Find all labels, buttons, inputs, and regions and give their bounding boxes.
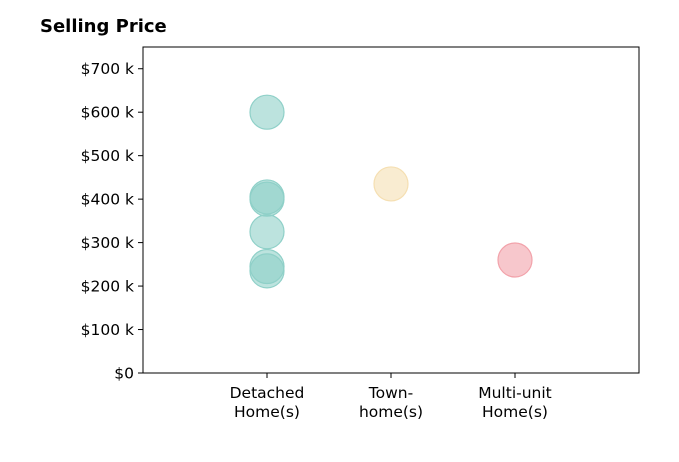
y-tick-label: $400 k — [81, 191, 134, 209]
data-point — [249, 253, 285, 289]
chart-title: Selling Price — [40, 16, 167, 37]
data-point — [497, 242, 533, 278]
x-tick-label: home(s) — [359, 403, 423, 421]
y-tick-label: $600 k — [81, 104, 134, 122]
data-point — [249, 181, 285, 217]
y-tick-label: $200 k — [81, 278, 134, 296]
data-point — [373, 166, 409, 202]
data-point — [249, 214, 285, 250]
x-tick-label: Multi-unit — [478, 384, 552, 402]
x-tick-label: Detached — [230, 384, 305, 402]
x-tick-label: Town- — [368, 384, 413, 402]
y-tick-label: $300 k — [81, 234, 134, 252]
y-tick-label: $100 k — [81, 321, 134, 339]
data-points — [249, 94, 533, 289]
x-tick-label: Home(s) — [482, 403, 548, 421]
x-tick-label: Home(s) — [234, 403, 300, 421]
plot-frame — [142, 46, 640, 374]
y-tick-label: $500 k — [81, 147, 134, 165]
data-point — [249, 94, 285, 130]
x-axis: DetachedHome(s)Town-home(s)Multi-unitHom… — [230, 373, 552, 421]
y-tick-label: $0 — [114, 365, 134, 383]
y-tick-label: $700 k — [81, 60, 134, 78]
y-axis: $0 $100 k $200 k $300 k $400 k $500 k $600 k $7… — [81, 60, 143, 383]
